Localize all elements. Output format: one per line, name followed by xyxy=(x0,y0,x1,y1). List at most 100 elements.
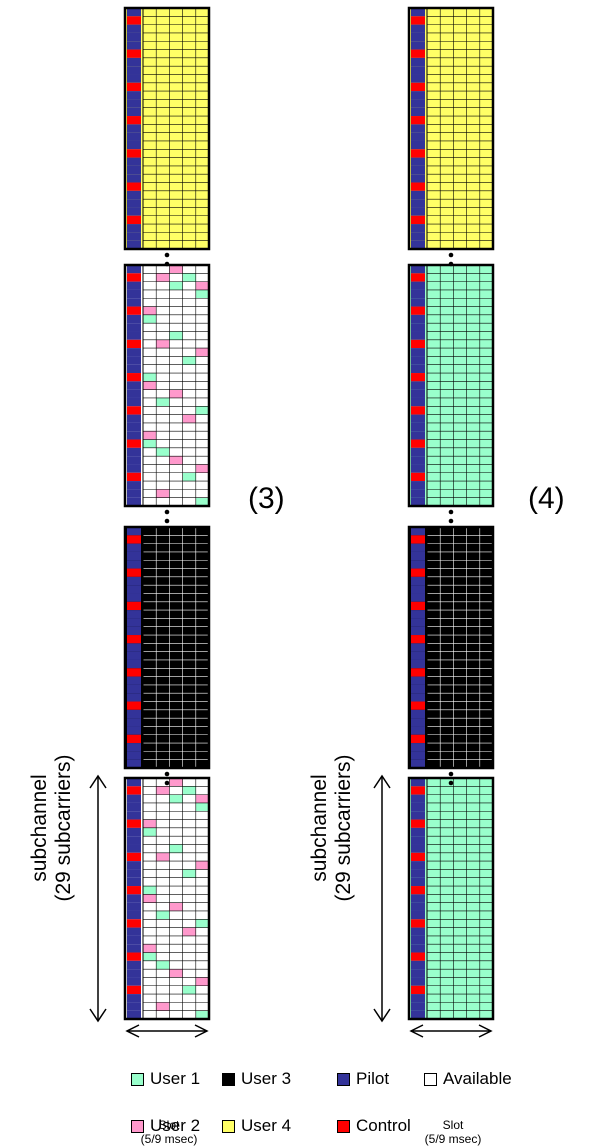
control-cell xyxy=(127,215,141,225)
legend-item-available: Available xyxy=(424,1069,512,1089)
pilot-cell xyxy=(411,265,425,274)
continuation-dots xyxy=(164,252,170,267)
pilot-cell xyxy=(127,323,141,332)
pilot-cell xyxy=(411,969,425,978)
slot-label-duration: (5/9 msec) xyxy=(140,1132,198,1146)
pilot-cell xyxy=(127,869,141,878)
pilot-cell xyxy=(411,199,425,208)
pilot-cell xyxy=(127,41,141,50)
legend-label-user4: User 4 xyxy=(241,1116,292,1135)
pilot-cell xyxy=(127,659,141,669)
pilot-cell xyxy=(127,24,141,33)
pilot-cell xyxy=(127,364,141,374)
pilot-cell xyxy=(127,298,141,307)
pilot-cell xyxy=(127,207,141,216)
control-cell xyxy=(127,306,141,315)
pilot-cell xyxy=(127,224,141,233)
continuation-dots xyxy=(448,252,454,267)
pilot-cell xyxy=(411,593,425,602)
pilot-cell xyxy=(127,1002,141,1011)
pilot-cell xyxy=(127,174,141,183)
control-cell xyxy=(127,49,141,58)
pilot-cell xyxy=(127,389,141,398)
control-cell xyxy=(411,373,425,382)
pilot-cell xyxy=(411,944,425,953)
pilot-cell xyxy=(127,551,141,561)
panel-label-3: (3) xyxy=(248,482,285,515)
pilot-cell xyxy=(411,726,425,735)
pilot-cell xyxy=(411,861,425,870)
pilot-cell xyxy=(127,593,141,602)
block-border xyxy=(123,525,211,770)
user2-cell xyxy=(143,306,157,315)
legend-item-pilot: Pilot xyxy=(337,1069,389,1089)
pilot-cell xyxy=(127,497,141,506)
slot-label-title: Slot xyxy=(158,1118,180,1132)
block-border xyxy=(123,776,211,1021)
control-cell xyxy=(411,535,425,544)
control-cell xyxy=(127,786,141,795)
pilot-cell xyxy=(411,464,425,473)
control-cell xyxy=(411,635,425,644)
control-cell xyxy=(411,472,425,482)
pilot-cell xyxy=(127,969,141,978)
user1-cell xyxy=(143,439,157,448)
control-cell xyxy=(127,985,141,995)
pilot-cell xyxy=(411,489,425,498)
control-cell xyxy=(127,952,141,961)
pilot-cell xyxy=(411,551,425,561)
pilot-cell xyxy=(411,431,425,440)
control-cell xyxy=(411,601,425,611)
pilot-cell xyxy=(411,447,425,457)
pilot-cell xyxy=(411,994,425,1003)
pilot-cell xyxy=(411,902,425,911)
arrow-head-down xyxy=(373,1008,391,1023)
pilot-cell xyxy=(411,794,425,803)
subchannel-block xyxy=(123,263,211,508)
pilot-cell xyxy=(411,844,425,853)
pilot-cell xyxy=(411,543,425,552)
subchannel-label-3: subchannel (29 subcarriers) xyxy=(28,728,76,928)
pilot-cell xyxy=(411,497,425,506)
subchannel-block xyxy=(407,263,495,508)
legend-swatch-user1 xyxy=(131,1072,144,1086)
user2-cell xyxy=(169,902,183,911)
control-cell xyxy=(411,306,425,315)
user2-cell xyxy=(169,389,183,398)
pilot-cell xyxy=(127,709,141,719)
control-cell xyxy=(411,952,425,961)
continuation-dots xyxy=(448,509,454,524)
pilot-cell xyxy=(127,281,141,290)
user2-cell xyxy=(143,381,157,390)
control-cell xyxy=(411,985,425,995)
subchannel-block xyxy=(123,6,211,251)
legend-swatch-pilot xyxy=(337,1072,350,1086)
pilot-cell xyxy=(127,718,141,727)
pilot-cell xyxy=(411,1002,425,1011)
continuation-dots xyxy=(164,771,170,786)
user2-cell xyxy=(156,273,170,282)
control-cell xyxy=(127,734,141,744)
dot xyxy=(164,780,170,786)
pilot-cell xyxy=(127,960,141,970)
user1-cell xyxy=(143,827,157,837)
pilot-cell xyxy=(127,397,141,407)
user1-cell xyxy=(195,289,209,299)
pilot-cell xyxy=(127,726,141,735)
pilot-cell xyxy=(127,57,141,67)
pilot-cell xyxy=(411,811,425,820)
continuation-dots xyxy=(448,771,454,786)
pilot-cell xyxy=(127,124,141,133)
user1-cell xyxy=(195,497,209,506)
control-cell xyxy=(411,49,425,58)
pilot-cell xyxy=(411,281,425,290)
pilot-cell xyxy=(411,626,425,636)
legend-label-user1: User 1 xyxy=(150,1069,201,1088)
pilot-cell xyxy=(127,356,141,365)
user2-cell xyxy=(143,894,157,903)
pilot-cell xyxy=(411,8,425,17)
pilot-cell xyxy=(411,107,425,117)
block-border xyxy=(407,525,495,770)
pilot-cell xyxy=(411,66,425,75)
control-cell xyxy=(127,16,141,25)
